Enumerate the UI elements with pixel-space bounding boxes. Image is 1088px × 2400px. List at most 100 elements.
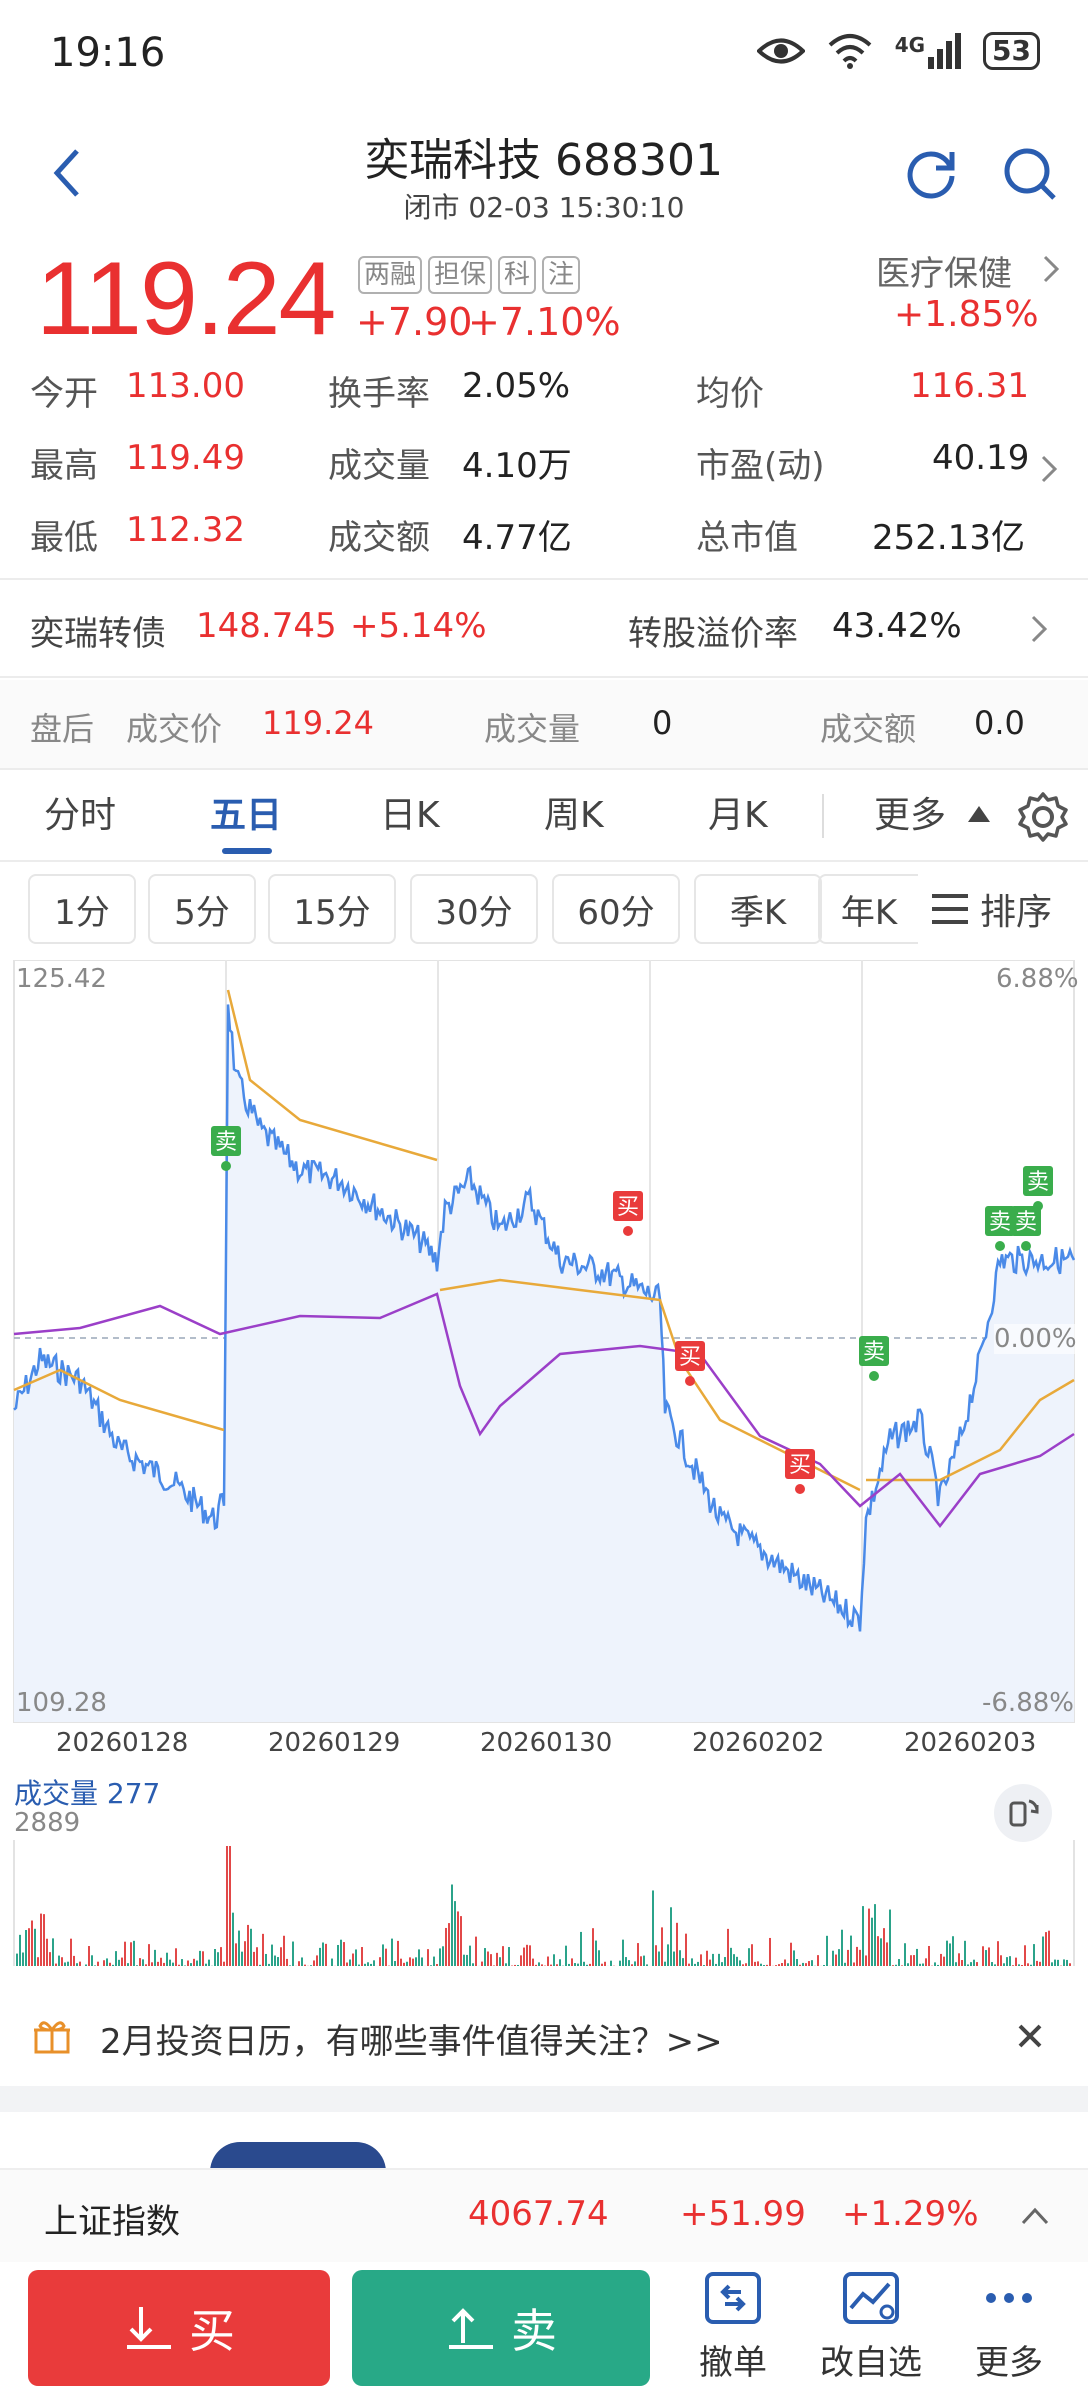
- buy-marker: [613, 1191, 643, 1221]
- five-day-chart[interactable]: 卖买买买卖卖卖卖 125.42 109.28 6.88% 0.00% -6.88…: [0, 959, 1088, 1980]
- bond-pct: +5.14%: [350, 606, 487, 646]
- volume-bar: [685, 1933, 687, 1966]
- volume-bar: [313, 1960, 315, 1966]
- volume-bar: [472, 1963, 474, 1966]
- volume-bar: [229, 1846, 231, 1966]
- sell-arrow-icon: [449, 2308, 493, 2349]
- volume-bar: [343, 1942, 345, 1966]
- period-1min[interactable]: 1分: [28, 874, 136, 944]
- sell-button[interactable]: 卖: [352, 2270, 650, 2386]
- index-row[interactable]: 上证指数 4067.74 +51.99 +1.29%: [0, 2168, 1088, 2262]
- tab-daily-k[interactable]: 日K: [380, 795, 440, 836]
- search-button[interactable]: [996, 140, 1062, 206]
- tab-more[interactable]: 更多: [874, 795, 947, 836]
- volume-bar: [46, 1938, 48, 1966]
- tab-weekly-k[interactable]: 周K: [544, 795, 604, 836]
- volume-bar: [727, 1928, 729, 1966]
- volume-bar: [835, 1954, 837, 1966]
- close-icon[interactable]: [1016, 2022, 1044, 2050]
- volume-bar: [49, 1952, 51, 1966]
- volume-bar: [61, 1957, 63, 1966]
- sell-label: 卖: [511, 2304, 557, 2358]
- volume-bar: [355, 1949, 357, 1966]
- volume-bar: [292, 1941, 294, 1966]
- rotate-icon: [1009, 1799, 1039, 1827]
- buy-button[interactable]: 买: [28, 2270, 330, 2386]
- volume-bar: [1012, 1965, 1014, 1966]
- volume-bar: [88, 1946, 90, 1966]
- volume-bar: [319, 1947, 321, 1966]
- volume-bar: [583, 1961, 585, 1966]
- sector-link[interactable]: 医疗保健 +1.85%: [876, 246, 1066, 346]
- volume-bar: [499, 1957, 501, 1966]
- volume-bar: [469, 1945, 471, 1966]
- period-season-k[interactable]: 季K: [694, 874, 822, 944]
- buy-marker: [785, 1449, 815, 1479]
- volume-bar: [577, 1963, 579, 1966]
- volume-bar: [322, 1942, 324, 1966]
- sell-marker: [859, 1336, 889, 1366]
- volume-bar: [169, 1959, 171, 1966]
- stats-expand-icon[interactable]: [1040, 454, 1058, 484]
- back-button[interactable]: [36, 138, 96, 208]
- gear-icon[interactable]: [1016, 790, 1070, 844]
- volume-bar: [154, 1949, 156, 1966]
- caret-up-icon[interactable]: [966, 804, 992, 824]
- volume-bar: [280, 1947, 282, 1966]
- period-30min[interactable]: 30分: [410, 874, 538, 944]
- tab-monthly-k[interactable]: 月K: [708, 795, 768, 836]
- volume-bar: [589, 1963, 591, 1966]
- volume-bar: [646, 1964, 648, 1966]
- volume-bar: [766, 1964, 768, 1966]
- volume-bar: [70, 1938, 72, 1966]
- y-axis-bottom: 109.28: [16, 1688, 107, 1718]
- period-year-k[interactable]: 年K: [818, 874, 918, 944]
- volume-bar: [493, 1965, 495, 1966]
- chevron-up-icon[interactable]: [1020, 2206, 1050, 2226]
- event-banner[interactable]: 2月投资日历，有哪些事件值得关注？>>: [0, 1986, 1088, 2086]
- banner-text: 2月投资日历，有哪些事件值得关注？>>: [100, 2022, 723, 2062]
- buy-marker-dot: [623, 1226, 633, 1236]
- volume-bar: [529, 1945, 531, 1966]
- buy-marker-label: 买: [789, 1453, 811, 1478]
- convertible-bond-row[interactable]: 奕瑞转债 148.745 +5.14% 转股溢价率 43.42%: [0, 580, 1088, 676]
- cancel-order-button[interactable]: 撤单: [668, 2270, 798, 2384]
- period-60min[interactable]: 60分: [552, 874, 680, 944]
- volume-bar: [847, 1949, 849, 1966]
- volume-bar: [52, 1938, 54, 1966]
- volume-bar: [700, 1954, 702, 1966]
- sell-marker-dot: [1033, 1201, 1043, 1211]
- volume-bar: [289, 1965, 291, 1966]
- price-area: [14, 1004, 1074, 1722]
- period-15min[interactable]: 15分: [268, 874, 396, 944]
- edit-watchlist-button[interactable]: 改自选: [806, 2270, 936, 2384]
- volume-bar: [454, 1901, 456, 1966]
- rotate-button[interactable]: [994, 1784, 1052, 1842]
- more-actions-button[interactable]: 更多: [944, 2270, 1074, 2384]
- volume-bar: [172, 1962, 174, 1966]
- tab-five-day[interactable]: 五日: [210, 795, 283, 836]
- volume-bar: [370, 1963, 372, 1966]
- volume-bar: [946, 1940, 948, 1966]
- sort-button[interactable]: 排序: [930, 876, 1080, 942]
- period-5min[interactable]: 5分: [148, 874, 256, 944]
- volume-bar: [28, 1928, 30, 1966]
- buy-marker-dot: [795, 1484, 805, 1494]
- volume-bar: [1057, 1959, 1059, 1966]
- divider: [0, 860, 1088, 862]
- volume-bar: [934, 1962, 936, 1966]
- refresh-button[interactable]: [898, 140, 964, 206]
- buy-marker: [675, 1341, 705, 1371]
- volume-bar: [631, 1964, 633, 1966]
- volume-bar: [574, 1963, 576, 1966]
- volume-bar: [331, 1958, 333, 1966]
- volume-bar: [958, 1953, 960, 1966]
- volume-bar: [850, 1935, 852, 1966]
- volume-bar: [37, 1957, 39, 1966]
- volume-bar: [598, 1950, 600, 1966]
- price-change: +7.90: [356, 300, 473, 344]
- hidden-tab-bar: [0, 2112, 1088, 2168]
- sell-marker-dot: [995, 1241, 1005, 1251]
- volume-bar: [679, 1950, 681, 1966]
- tab-intraday[interactable]: 分时: [44, 795, 117, 836]
